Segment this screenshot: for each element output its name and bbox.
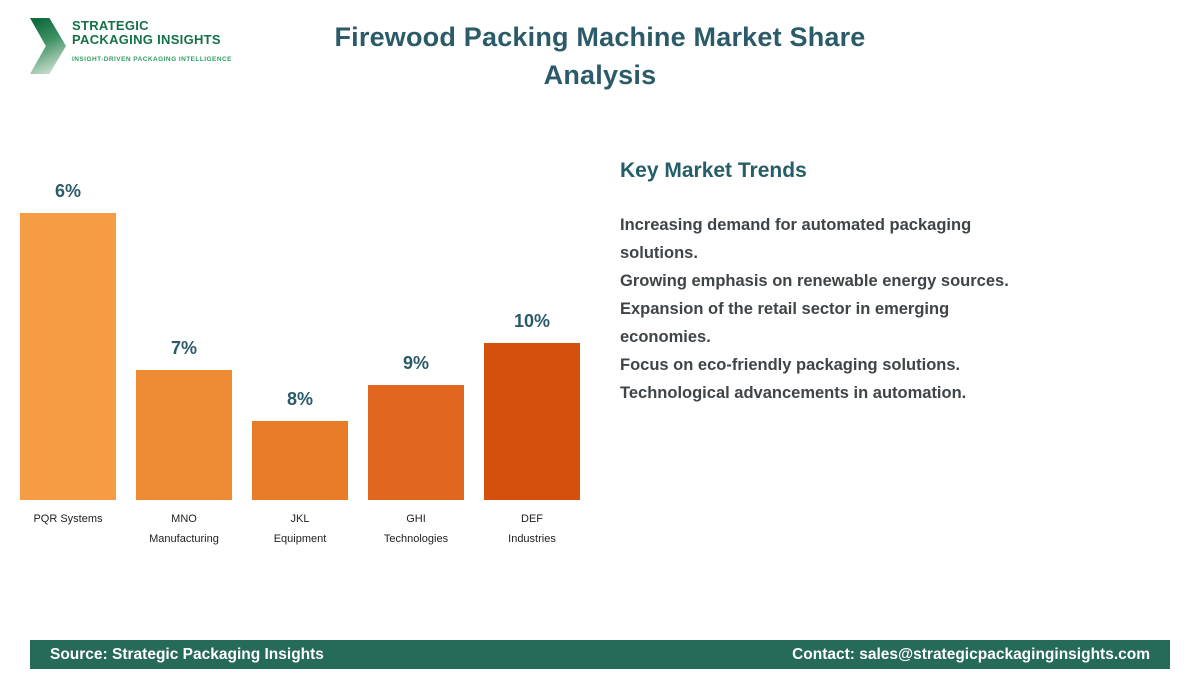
trend-item: Technological advancements in automation… (620, 384, 967, 402)
page-title: Firewood Packing Machine Market Share An… (0, 18, 1200, 94)
bar-value-label: 9% (402, 353, 429, 373)
trends-heading: Key Market Trends (620, 159, 807, 182)
page-title-text: Firewood Packing Machine Market Share An… (334, 22, 866, 90)
logo-line1: STRATEGIC (72, 18, 149, 33)
footer-source: Source: Strategic Packaging Insights (50, 645, 324, 663)
chart-bar (20, 213, 116, 500)
bar-group: 9% GHI Technologies (368, 353, 464, 550)
bar-value-label: 6% (54, 181, 81, 201)
chart-bar (484, 343, 580, 500)
brand-logo: STRATEGIC PACKAGING INSIGHTS INSIGHT-DRI… (30, 14, 260, 84)
bar-group: 7% MNO Manufacturing (136, 338, 232, 550)
bar-group: 10% DEF Industries (484, 311, 580, 550)
trend-item: Expansion of the retail sector in emergi… (620, 300, 950, 346)
bar-value-label: 7% (170, 338, 197, 358)
bar-chart: 6% PQR Systems 7% MNO Manufacturing 8% JKL Equi… (0, 180, 600, 550)
bar-group: 8% JKL Equipment (252, 389, 348, 550)
chart-bar (252, 421, 348, 500)
chart-bar (368, 385, 464, 500)
key-trends-panel: Key Market Trends Increasing demand for … (620, 158, 1032, 407)
footer-contact: Contact: sales@strategicpackaginginsight… (792, 645, 1150, 663)
bar-value-label: 8% (286, 389, 313, 409)
bar-category-label: MNO Manufacturing (149, 513, 219, 545)
logo-tagline: INSIGHT-DRIVEN PACKAGING INTELLIGENCE (72, 56, 232, 63)
bar-category-label: DEF Industries (508, 513, 556, 545)
trend-item: Growing emphasis on renewable energy sou… (620, 272, 1009, 290)
trend-item: Focus on eco-friendly packaging solution… (620, 356, 961, 374)
bar-group: 6% PQR Systems (20, 181, 116, 550)
chart-bar (136, 370, 232, 500)
bar-category-label: PQR Systems (33, 513, 103, 525)
footer-bar: Source: Strategic Packaging Insights Con… (30, 640, 1170, 669)
trend-list: Increasing demand for automated packagin… (620, 211, 1032, 407)
bar-category-label: GHI Technologies (383, 513, 449, 545)
bar-category-label: JKL Equipment (273, 513, 327, 545)
logo-line2: PACKAGING INSIGHTS (72, 32, 221, 47)
logo-text: STRATEGIC PACKAGING INSIGHTS INSIGHT-DRI… (72, 14, 232, 64)
trend-item: Increasing demand for automated packagin… (620, 216, 972, 262)
bar-value-label: 10% (513, 311, 551, 331)
